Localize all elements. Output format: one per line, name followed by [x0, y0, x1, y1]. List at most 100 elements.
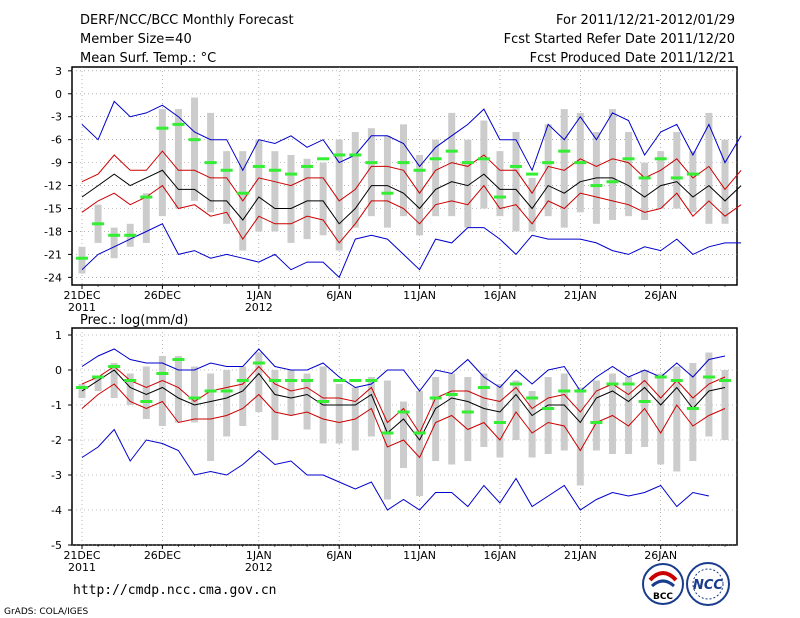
- obs-marker: [381, 431, 394, 435]
- ensemble-box: [448, 373, 456, 465]
- ensemble-box: [335, 384, 343, 444]
- ensemble-box: [126, 373, 134, 405]
- ensemble-box: [673, 366, 681, 472]
- ensemble-box: [367, 377, 375, 437]
- y-tick-label: 1: [55, 329, 62, 342]
- obs-marker: [461, 410, 474, 414]
- ensemble-box: [400, 401, 407, 468]
- ensemble-box: [287, 154, 295, 243]
- x-tick-year: 2012: [245, 301, 273, 314]
- ensemble-box: [158, 109, 166, 217]
- ensemble-box: [705, 112, 713, 224]
- ensemble-box: [512, 380, 520, 440]
- obs-marker: [204, 161, 217, 165]
- obs-marker: [252, 361, 265, 365]
- obs-marker: [510, 164, 523, 168]
- y-tick-label: -3: [51, 469, 62, 482]
- obs-marker: [590, 184, 603, 188]
- obs-marker: [76, 386, 88, 389]
- obs-marker: [124, 233, 137, 237]
- obs-marker: [140, 195, 153, 199]
- obs-marker: [413, 168, 426, 172]
- y-tick-label: -15: [44, 203, 62, 216]
- ensemble-box: [319, 162, 327, 236]
- y-tick-label: 0: [55, 88, 62, 101]
- ensemble-box: [560, 109, 568, 228]
- y-tick-label: -2: [51, 434, 62, 447]
- x-tick-label: 11JAN: [403, 289, 436, 302]
- ensemble-box: [303, 373, 311, 430]
- obs-marker: [317, 157, 330, 161]
- ensemble-box: [480, 120, 488, 209]
- ensemble-box: [608, 373, 616, 454]
- y-tick-label: -6: [51, 134, 62, 147]
- ensemble-box: [480, 373, 488, 447]
- series-mean: [81, 369, 726, 441]
- x-tick-year: 2011: [68, 561, 96, 574]
- ensemble-box: [689, 363, 697, 461]
- ensemble-box: [416, 154, 424, 236]
- x-tick-label: 16JAN: [484, 549, 517, 562]
- y-tick-label: 3: [55, 65, 62, 78]
- ensemble-box: [432, 139, 440, 217]
- chart-title: DERF/NCC/BCC Monthly Forecast: [80, 13, 294, 28]
- source-url[interactable]: http://cmdp.ncc.cma.gov.cn: [73, 583, 277, 598]
- obs-marker: [301, 164, 314, 168]
- obs-marker: [381, 191, 394, 195]
- ensemble-box: [207, 373, 215, 461]
- obs-marker: [188, 138, 201, 142]
- ensemble-box: [223, 370, 231, 437]
- obs-marker: [220, 168, 233, 172]
- series-min: [81, 428, 710, 511]
- obs-marker: [397, 161, 410, 165]
- y-tick-label: -5: [51, 539, 62, 552]
- ensemble-box: [657, 151, 665, 209]
- ensemble-box: [110, 363, 118, 398]
- ensemble-box: [544, 377, 552, 454]
- series-mean: [81, 169, 742, 225]
- x-tick-label: 1JAN: [246, 289, 272, 302]
- obs-marker: [284, 172, 297, 176]
- ensemble-box: [271, 151, 279, 232]
- ensemble-box: [544, 124, 552, 217]
- obs-marker: [719, 379, 731, 382]
- obs-marker: [445, 149, 458, 153]
- obs-marker: [606, 382, 619, 386]
- series-p75: [81, 150, 742, 202]
- ensemble-box: [432, 377, 440, 461]
- ensemble-box: [528, 177, 536, 232]
- ensemble-box: [673, 132, 681, 209]
- obs-marker: [413, 431, 426, 435]
- obs-marker: [445, 393, 458, 396]
- ensemble-box: [223, 151, 231, 224]
- series-max: [81, 100, 742, 172]
- obs-marker: [622, 157, 635, 161]
- ensemble-box: [94, 377, 102, 391]
- obs-marker: [477, 386, 490, 389]
- bcc-logo-text: BCC: [653, 592, 673, 602]
- ensemble-box: [705, 352, 713, 437]
- obs-marker: [268, 379, 281, 382]
- obs-marker: [220, 389, 233, 393]
- ensemble-box: [625, 132, 633, 217]
- ensemble-box: [271, 370, 279, 440]
- ensemble-box: [416, 391, 424, 496]
- x-tick-label: 21DEC: [63, 289, 100, 302]
- ensemble-box: [191, 366, 199, 423]
- ensemble-box: [191, 97, 199, 201]
- x-tick-label: 6JAN: [326, 549, 352, 562]
- ensemble-box: [560, 373, 568, 451]
- obs-marker: [204, 389, 217, 393]
- obs-marker: [108, 233, 121, 237]
- obs-marker: [590, 421, 603, 424]
- ensemble-box: [464, 139, 472, 228]
- obs-marker: [638, 176, 651, 180]
- obs-marker: [542, 161, 555, 165]
- ensemble-box: [464, 377, 472, 461]
- obs-marker: [638, 400, 651, 403]
- obs-marker: [301, 379, 314, 382]
- ensemble-box: [689, 151, 697, 213]
- x-tick-label: 26JAN: [644, 289, 677, 302]
